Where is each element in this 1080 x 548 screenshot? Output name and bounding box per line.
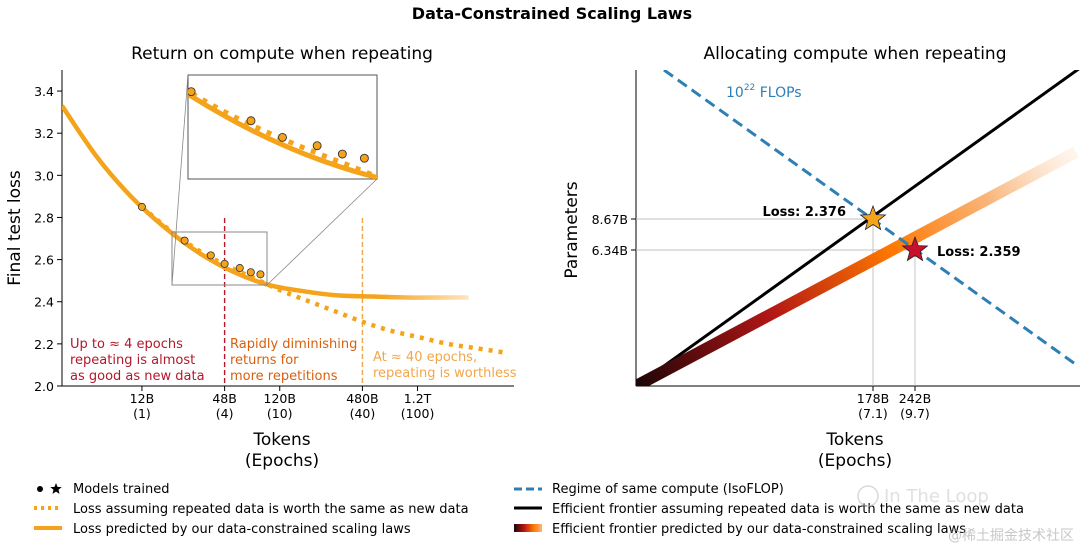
legend-item-label: Loss assuming repeated data is worth the…: [73, 502, 469, 517]
model-point: [137, 202, 146, 211]
x-tick-sub: (40): [350, 406, 376, 421]
x-tick-label: 242B: [899, 391, 931, 406]
right-guide-lines: [636, 218, 916, 386]
y-tick-label: 6.34B: [592, 243, 628, 258]
inset-model-point: [337, 149, 347, 159]
x-tick-sub: (1): [133, 406, 151, 421]
inset-series: [188, 88, 377, 179]
inset-connector-left: [171, 74, 189, 286]
left-series: [62, 104, 504, 355]
isoflop-label: 1022 FLOPs: [726, 83, 802, 101]
y-tick-label: 3.4: [34, 84, 54, 99]
inset-model-point: [278, 132, 287, 142]
model-point: [180, 236, 189, 245]
right-chart: Allocating compute when repeating Parame…: [562, 44, 1080, 471]
x-tick-sub: (7.1): [858, 406, 888, 421]
y-tick-label: 8.67B: [592, 212, 628, 227]
inset-model-point: [188, 87, 196, 97]
inset-connector-right: [266, 178, 378, 286]
star-data-constrained-optimum: [901, 235, 929, 262]
x-tick-label: 1.2T: [404, 391, 432, 406]
figure-title: Data-Constrained Scaling Laws: [412, 4, 692, 23]
legend-item-label: Loss predicted by our data-constrained s…: [73, 522, 411, 537]
inset-zoom-region: [171, 231, 268, 286]
watermark-site: @稀土掘金技术社区: [948, 528, 1074, 544]
legend-star-icon: [50, 483, 62, 494]
inset-model-points: [188, 87, 369, 163]
x-tick-sub: (100): [401, 406, 435, 421]
y-tick-label: 2.0: [34, 379, 54, 394]
legend-item-label: Regime of same compute (IsoFLOP): [552, 482, 784, 497]
annotation-text: Rapidly diminishing returns for more repet…: [230, 337, 357, 384]
legend-item-label: Models trained: [73, 482, 169, 497]
star-naive-loss-label: Loss: 2.376: [762, 205, 846, 220]
left-chart-title: Return on compute when repeating: [131, 44, 433, 64]
annotation-text: At ≈ 40 epochs, repeating is worthless: [373, 350, 517, 381]
star-naive-optimum: [859, 204, 887, 231]
legend: Models trained Loss assuming repeated da…: [34, 482, 1024, 537]
x-tick-label: 12B: [130, 391, 154, 406]
left-x-ticks: 12B(1) 48B(4) 120B(10) 480B(40) 1.2T(100): [130, 386, 435, 421]
inset-frame: [187, 74, 378, 180]
left-x-axis-label: Tokens (Epochs): [245, 430, 319, 471]
annotation-text: Up to ≈ 4 epochs repeating is almost as go…: [70, 337, 205, 384]
x-tick-sub: (10): [267, 406, 293, 421]
star-dc-loss-label: Loss: 2.359: [937, 245, 1021, 260]
y-tick-label: 2.4: [34, 295, 54, 310]
left-y-ticks: 2.0 2.2 2.4 2.6 2.8 3.0 3.2 3.4: [34, 84, 62, 394]
x-tick-label: 178B: [857, 391, 889, 406]
right-x-ticks: 178B (7.1) 242B (9.7): [857, 386, 931, 421]
frontier-data-constrained-line: [636, 146, 1079, 386]
left-y-axis-label: Final test loss: [5, 170, 25, 286]
frontier-naive-line: [636, 70, 1080, 386]
x-tick-label: 48B: [212, 391, 236, 406]
inset-model-point: [312, 141, 322, 151]
legend-gradient-icon: [514, 524, 542, 532]
left-annotations: Up to ≈ 4 epochs repeating is almost as go…: [70, 337, 517, 384]
legend-item-label: Efficient frontier predicted by our data…: [552, 522, 966, 537]
x-tick-sub: (4): [216, 406, 234, 421]
left-chart: Return on compute when repeating 2.02.22…: [5, 44, 517, 471]
y-tick-label: 3.2: [34, 126, 54, 141]
x-tick-sub: (9.7): [900, 406, 930, 421]
inset-zoom: [187, 74, 378, 180]
watermark-text: In The Loop: [884, 486, 989, 507]
model-point: [235, 264, 244, 273]
right-chart-title: Allocating compute when repeating: [703, 44, 1006, 64]
x-tick-label: 480B: [346, 391, 378, 406]
left-vertical-markers: [223, 218, 364, 386]
right-y-axis-label: Parameters: [562, 181, 582, 278]
model-point: [256, 270, 265, 279]
watermark-logo-icon: [857, 485, 879, 507]
model-point: [220, 259, 229, 268]
model-point: [206, 251, 215, 260]
y-tick-label: 2.8: [34, 210, 54, 225]
inset-model-point: [246, 116, 256, 126]
legend-item-label: Efficient frontier assuming repeated dat…: [552, 502, 1024, 517]
right-y-ticks: 8.67B 6.34B: [592, 212, 636, 258]
inset-series-naive: [188, 88, 377, 179]
right-x-axis-label: Tokens (Epochs): [818, 430, 892, 471]
series-predicted-loss: [62, 104, 469, 300]
model-point: [246, 268, 255, 277]
y-tick-label: 2.2: [34, 337, 54, 352]
inset-series-predicted: [188, 91, 377, 179]
left-model-points: [137, 202, 265, 279]
y-tick-label: 2.6: [34, 253, 54, 268]
y-tick-label: 3.0: [34, 168, 54, 183]
series-naive-loss: [140, 205, 504, 355]
inset-model-point: [359, 153, 369, 163]
legend-dot-icon: [37, 486, 43, 492]
x-tick-label: 120B: [264, 391, 296, 406]
watermark: In The Loop @稀土掘金技术社区: [857, 485, 1074, 544]
